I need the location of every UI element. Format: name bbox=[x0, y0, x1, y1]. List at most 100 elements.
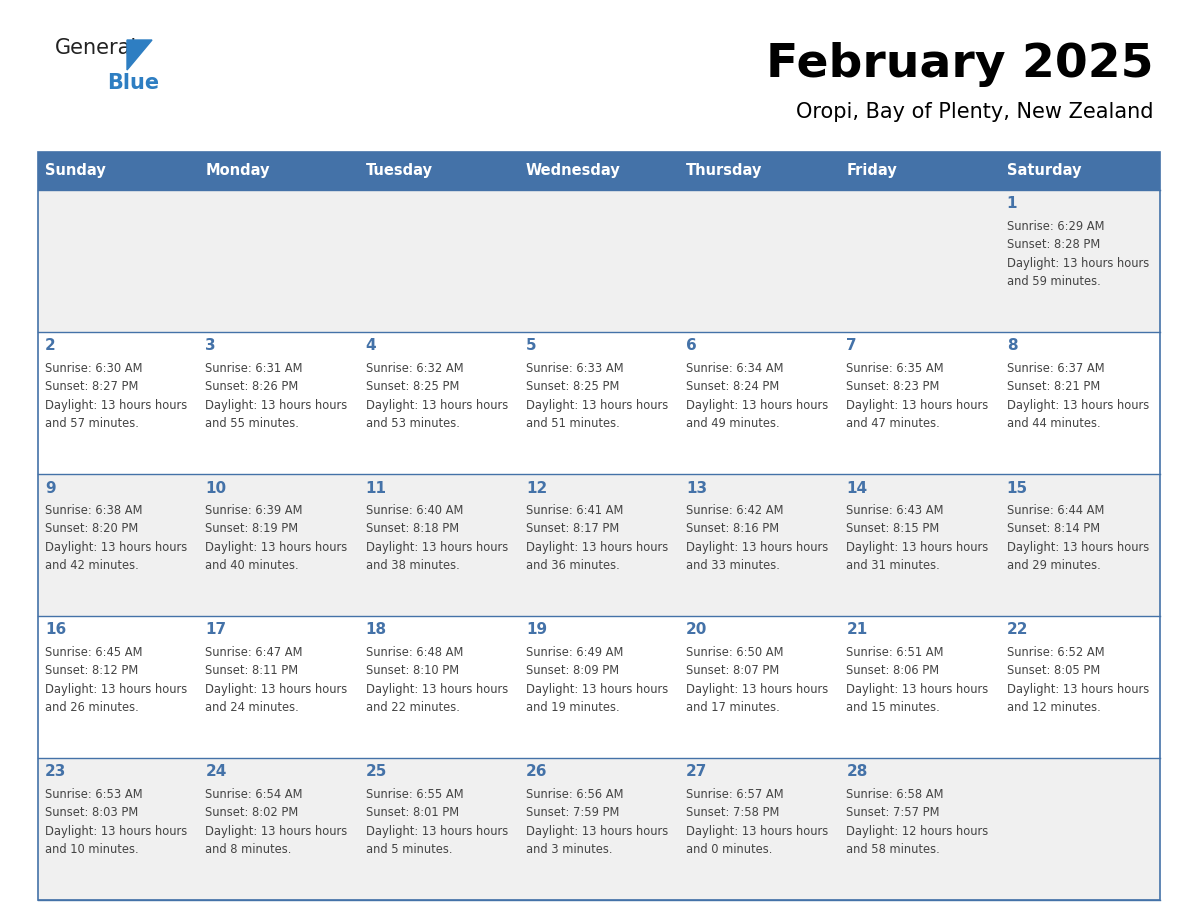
Text: Daylight: 13 hours hours: Daylight: 13 hours hours bbox=[846, 398, 988, 411]
Text: and 44 minutes.: and 44 minutes. bbox=[1006, 417, 1100, 430]
Text: Sunrise: 6:44 AM: Sunrise: 6:44 AM bbox=[1006, 503, 1104, 517]
Text: Tuesday: Tuesday bbox=[366, 163, 432, 178]
Text: Blue: Blue bbox=[107, 73, 159, 93]
Text: 14: 14 bbox=[846, 480, 867, 496]
Text: Sunrise: 6:30 AM: Sunrise: 6:30 AM bbox=[45, 362, 143, 375]
Polygon shape bbox=[127, 40, 152, 70]
Text: Sunrise: 6:53 AM: Sunrise: 6:53 AM bbox=[45, 788, 143, 800]
Text: Daylight: 13 hours hours: Daylight: 13 hours hours bbox=[206, 824, 348, 837]
Text: Sunset: 8:25 PM: Sunset: 8:25 PM bbox=[526, 380, 619, 393]
Text: 27: 27 bbox=[687, 765, 708, 779]
Text: Daylight: 13 hours hours: Daylight: 13 hours hours bbox=[687, 398, 828, 411]
Text: 18: 18 bbox=[366, 622, 387, 637]
Text: Sunset: 8:07 PM: Sunset: 8:07 PM bbox=[687, 664, 779, 677]
Text: Daylight: 13 hours hours: Daylight: 13 hours hours bbox=[45, 398, 188, 411]
Text: Daylight: 13 hours hours: Daylight: 13 hours hours bbox=[1006, 256, 1149, 270]
Text: Daylight: 13 hours hours: Daylight: 13 hours hours bbox=[1006, 541, 1149, 554]
Text: 17: 17 bbox=[206, 622, 227, 637]
Text: 28: 28 bbox=[846, 765, 867, 779]
Text: Sunrise: 6:50 AM: Sunrise: 6:50 AM bbox=[687, 645, 784, 658]
Text: and 57 minutes.: and 57 minutes. bbox=[45, 417, 139, 430]
Text: 3: 3 bbox=[206, 339, 216, 353]
Text: 8: 8 bbox=[1006, 339, 1017, 353]
Text: 9: 9 bbox=[45, 480, 56, 496]
Text: and 0 minutes.: and 0 minutes. bbox=[687, 843, 772, 856]
Text: Daylight: 13 hours hours: Daylight: 13 hours hours bbox=[45, 682, 188, 696]
Text: 20: 20 bbox=[687, 622, 708, 637]
Text: Sunrise: 6:49 AM: Sunrise: 6:49 AM bbox=[526, 645, 624, 658]
Text: Sunrise: 6:41 AM: Sunrise: 6:41 AM bbox=[526, 503, 624, 517]
Text: and 10 minutes.: and 10 minutes. bbox=[45, 843, 139, 856]
FancyBboxPatch shape bbox=[840, 152, 1000, 190]
FancyBboxPatch shape bbox=[38, 616, 1159, 758]
Text: and 59 minutes.: and 59 minutes. bbox=[1006, 275, 1100, 288]
Text: Daylight: 13 hours hours: Daylight: 13 hours hours bbox=[366, 824, 507, 837]
Text: Sunset: 8:18 PM: Sunset: 8:18 PM bbox=[366, 522, 459, 535]
Text: Sunrise: 6:40 AM: Sunrise: 6:40 AM bbox=[366, 503, 463, 517]
Text: and 19 minutes.: and 19 minutes. bbox=[526, 701, 619, 714]
Text: Sunrise: 6:29 AM: Sunrise: 6:29 AM bbox=[1006, 219, 1104, 232]
Text: Daylight: 13 hours hours: Daylight: 13 hours hours bbox=[366, 682, 507, 696]
Text: February 2025: February 2025 bbox=[765, 42, 1154, 87]
Text: Sunset: 7:59 PM: Sunset: 7:59 PM bbox=[526, 806, 619, 819]
Text: and 17 minutes.: and 17 minutes. bbox=[687, 701, 779, 714]
Text: Sunrise: 6:48 AM: Sunrise: 6:48 AM bbox=[366, 645, 463, 658]
Text: Sunrise: 6:47 AM: Sunrise: 6:47 AM bbox=[206, 645, 303, 658]
Text: 6: 6 bbox=[687, 339, 697, 353]
FancyBboxPatch shape bbox=[38, 474, 1159, 616]
Text: Sunrise: 6:39 AM: Sunrise: 6:39 AM bbox=[206, 503, 303, 517]
Text: Sunrise: 6:45 AM: Sunrise: 6:45 AM bbox=[45, 645, 143, 658]
Text: 25: 25 bbox=[366, 765, 387, 779]
Text: 7: 7 bbox=[846, 339, 857, 353]
Text: Sunrise: 6:52 AM: Sunrise: 6:52 AM bbox=[1006, 645, 1105, 658]
Text: Daylight: 12 hours hours: Daylight: 12 hours hours bbox=[846, 824, 988, 837]
Text: Sunset: 8:16 PM: Sunset: 8:16 PM bbox=[687, 522, 779, 535]
Text: Sunset: 8:05 PM: Sunset: 8:05 PM bbox=[1006, 664, 1100, 677]
Text: Sunrise: 6:43 AM: Sunrise: 6:43 AM bbox=[846, 503, 944, 517]
Text: Saturday: Saturday bbox=[1006, 163, 1081, 178]
Text: Daylight: 13 hours hours: Daylight: 13 hours hours bbox=[366, 541, 507, 554]
Text: and 5 minutes.: and 5 minutes. bbox=[366, 843, 453, 856]
Text: Sunset: 8:01 PM: Sunset: 8:01 PM bbox=[366, 806, 459, 819]
Text: Sunrise: 6:32 AM: Sunrise: 6:32 AM bbox=[366, 362, 463, 375]
Text: Sunrise: 6:51 AM: Sunrise: 6:51 AM bbox=[846, 645, 944, 658]
Text: and 15 minutes.: and 15 minutes. bbox=[846, 701, 940, 714]
Text: Sunrise: 6:57 AM: Sunrise: 6:57 AM bbox=[687, 788, 784, 800]
Text: Sunrise: 6:34 AM: Sunrise: 6:34 AM bbox=[687, 362, 784, 375]
Text: 23: 23 bbox=[45, 765, 67, 779]
Text: Oropi, Bay of Plenty, New Zealand: Oropi, Bay of Plenty, New Zealand bbox=[796, 102, 1154, 122]
FancyBboxPatch shape bbox=[1000, 152, 1159, 190]
Text: Sunset: 8:11 PM: Sunset: 8:11 PM bbox=[206, 664, 298, 677]
Text: Sunset: 8:02 PM: Sunset: 8:02 PM bbox=[206, 806, 298, 819]
Text: Sunset: 8:28 PM: Sunset: 8:28 PM bbox=[1006, 238, 1100, 251]
FancyBboxPatch shape bbox=[680, 152, 840, 190]
Text: Sunset: 7:58 PM: Sunset: 7:58 PM bbox=[687, 806, 779, 819]
Text: Sunset: 8:12 PM: Sunset: 8:12 PM bbox=[45, 664, 138, 677]
Text: and 24 minutes.: and 24 minutes. bbox=[206, 701, 299, 714]
Text: Daylight: 13 hours hours: Daylight: 13 hours hours bbox=[206, 541, 348, 554]
Text: Daylight: 13 hours hours: Daylight: 13 hours hours bbox=[206, 398, 348, 411]
Text: Sunset: 8:26 PM: Sunset: 8:26 PM bbox=[206, 380, 298, 393]
Text: 15: 15 bbox=[1006, 480, 1028, 496]
Text: 12: 12 bbox=[526, 480, 548, 496]
Text: 24: 24 bbox=[206, 765, 227, 779]
Text: Daylight: 13 hours hours: Daylight: 13 hours hours bbox=[526, 682, 668, 696]
FancyBboxPatch shape bbox=[38, 190, 1159, 332]
Text: Sunset: 8:10 PM: Sunset: 8:10 PM bbox=[366, 664, 459, 677]
Text: Sunset: 8:03 PM: Sunset: 8:03 PM bbox=[45, 806, 138, 819]
Text: and 51 minutes.: and 51 minutes. bbox=[526, 417, 620, 430]
Text: Sunrise: 6:38 AM: Sunrise: 6:38 AM bbox=[45, 503, 143, 517]
Text: Sunrise: 6:37 AM: Sunrise: 6:37 AM bbox=[1006, 362, 1105, 375]
Text: 2: 2 bbox=[45, 339, 56, 353]
Text: 22: 22 bbox=[1006, 622, 1029, 637]
Text: Daylight: 13 hours hours: Daylight: 13 hours hours bbox=[846, 682, 988, 696]
Text: Sunset: 8:14 PM: Sunset: 8:14 PM bbox=[1006, 522, 1100, 535]
Text: Daylight: 13 hours hours: Daylight: 13 hours hours bbox=[1006, 398, 1149, 411]
Text: Daylight: 13 hours hours: Daylight: 13 hours hours bbox=[45, 824, 188, 837]
FancyBboxPatch shape bbox=[198, 152, 359, 190]
Text: and 58 minutes.: and 58 minutes. bbox=[846, 843, 940, 856]
Text: Daylight: 13 hours hours: Daylight: 13 hours hours bbox=[366, 398, 507, 411]
Text: Sunset: 8:25 PM: Sunset: 8:25 PM bbox=[366, 380, 459, 393]
Text: Daylight: 13 hours hours: Daylight: 13 hours hours bbox=[1006, 682, 1149, 696]
Text: Sunset: 8:23 PM: Sunset: 8:23 PM bbox=[846, 380, 940, 393]
